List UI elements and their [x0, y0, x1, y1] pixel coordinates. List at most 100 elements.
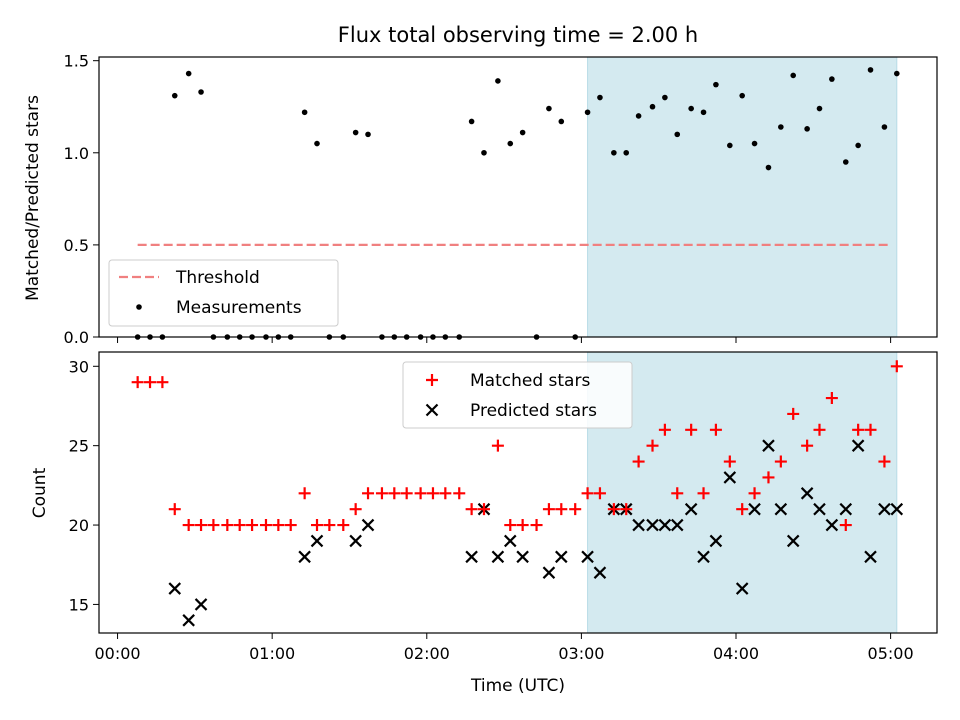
- bottom-panel: 15 20 25 30 00:00 01:00 02:00 03:00 04:00 05:00 Ma…: [69, 351, 938, 663]
- measurement-point: [739, 92, 745, 99]
- matched-point: [375, 487, 388, 500]
- matched-point: [156, 376, 169, 389]
- predicted-point: [670, 518, 684, 532]
- matched-point: [311, 519, 324, 532]
- y-tick-label: 0.5: [64, 236, 89, 255]
- predicted-point: [310, 534, 324, 548]
- predicted-point: [361, 518, 375, 532]
- measurement-point: [765, 164, 772, 171]
- x-tick-label: 03:00: [558, 644, 604, 663]
- x-tick-label: 05:00: [868, 644, 914, 663]
- measurement-point: [662, 94, 668, 101]
- measurement-point: [842, 159, 849, 165]
- matched-point: [607, 503, 620, 516]
- predicted-point: [646, 518, 659, 532]
- measurement-point: [829, 76, 835, 82]
- bottom-y-axis-label: Count: [30, 467, 50, 518]
- measurement-point: [365, 131, 371, 138]
- predicted-point: [349, 534, 362, 548]
- matched-point: [801, 439, 814, 452]
- top-axes-frame: [98, 56, 938, 338]
- measurement-point: [171, 92, 178, 99]
- predicted-point: [503, 534, 517, 548]
- measurement-point: [713, 81, 719, 88]
- predicted-point: [851, 439, 865, 452]
- matched-point: [890, 360, 903, 373]
- predicted-point: [825, 518, 839, 532]
- top-legend-box: [108, 259, 339, 327]
- y-tick-label: 20: [69, 516, 89, 535]
- measurement-point: [507, 140, 514, 147]
- matched-point: [878, 455, 891, 468]
- legend-matched-swatch: [426, 374, 438, 386]
- measurement-point: [894, 70, 900, 77]
- predicted-point: [735, 582, 749, 595]
- matched-point: [233, 519, 246, 532]
- matched-point: [207, 519, 220, 532]
- matched-point: [362, 487, 375, 500]
- measurement-point: [185, 70, 192, 77]
- matched-point: [787, 407, 800, 420]
- predicted-point: [593, 566, 607, 579]
- matched-point: [298, 487, 311, 500]
- matched-point: [284, 519, 297, 532]
- predicted-point: [491, 550, 505, 564]
- predicted-point: [890, 502, 904, 516]
- matched-point: [272, 519, 285, 532]
- predicted-point: [878, 502, 891, 516]
- matched-point: [195, 519, 208, 532]
- matched-point: [685, 423, 698, 436]
- y-tick-label: 25: [69, 437, 89, 456]
- predicted-point: [774, 502, 788, 516]
- x-tick-label: 02:00: [404, 644, 450, 663]
- matched-point: [632, 455, 645, 468]
- measurement-point: [804, 126, 810, 132]
- measurement-point: [597, 94, 603, 101]
- measurement-point: [301, 109, 308, 116]
- predicted-point: [194, 598, 208, 611]
- x-tick-label: 00:00: [94, 644, 140, 663]
- predicted-point: [182, 614, 195, 627]
- predicted-point: [542, 566, 556, 579]
- top-y-axis-label: Matched/Predicted stars: [23, 95, 43, 301]
- measurement-point: [751, 140, 758, 147]
- predicted-point: [723, 471, 737, 484]
- measurement-point: [495, 78, 501, 84]
- measurement-point: [688, 105, 694, 112]
- matched-point: [555, 503, 568, 516]
- matched-point: [671, 487, 684, 500]
- legend-predicted-swatch: [425, 403, 439, 417]
- legend-measurements-swatch: [136, 304, 142, 310]
- matched-point: [182, 519, 195, 532]
- matched-point: [131, 376, 144, 389]
- measurement-point: [519, 129, 526, 136]
- y-tick-label: 0.0: [64, 328, 89, 347]
- predicted-point: [864, 550, 877, 564]
- measurement-point: [881, 124, 888, 130]
- predicted-point: [581, 550, 594, 564]
- measurement-point: [611, 149, 617, 156]
- matched-point: [762, 471, 775, 484]
- predicted-point: [632, 518, 645, 532]
- matched-point: [465, 503, 478, 516]
- measurement-point: [635, 113, 642, 119]
- matched-point: [542, 503, 555, 516]
- matched-point: [453, 487, 466, 500]
- predicted-point: [298, 550, 311, 564]
- matched-point: [400, 487, 413, 500]
- y-tick-label: 15: [69, 595, 89, 614]
- matched-point: [813, 423, 826, 436]
- matched-point: [221, 519, 234, 532]
- matched-point: [839, 519, 852, 532]
- bottom-legend-box: [402, 361, 633, 429]
- matched-point: [426, 487, 439, 500]
- matched-point: [516, 519, 529, 532]
- measurement-point: [867, 67, 874, 73]
- observing-span: [587, 56, 898, 338]
- predicted-point: [748, 502, 761, 516]
- matched-point: [697, 487, 710, 500]
- predicted-point: [800, 487, 814, 500]
- measurement-point: [314, 140, 320, 147]
- top-panel: 0.0 0.5 1.0 1.5 Threshold Measurements: [64, 52, 938, 347]
- matched-point: [504, 519, 517, 532]
